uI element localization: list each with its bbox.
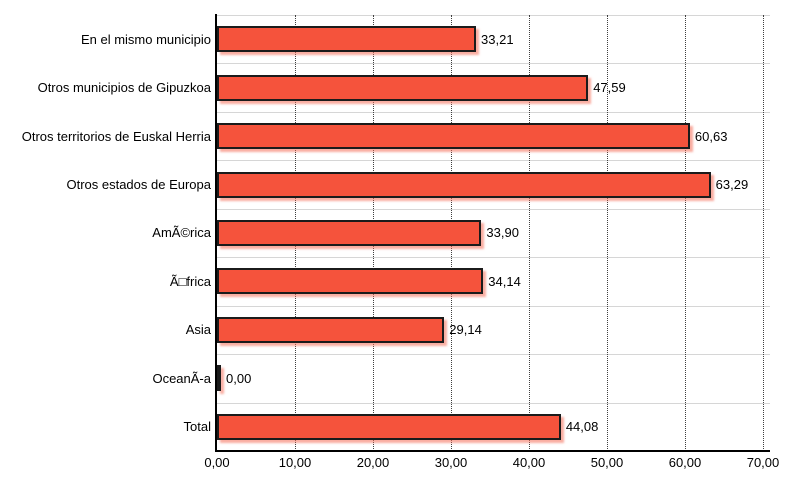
bar-value-label: 44,08 bbox=[565, 419, 599, 435]
category-label: En el mismo municipio bbox=[80, 31, 211, 47]
bar bbox=[217, 171, 711, 198]
bar bbox=[217, 268, 484, 295]
category-label: Otros territorios de Euskal Herria bbox=[21, 128, 211, 144]
x-tick-label: 50,00 bbox=[590, 455, 624, 470]
bar-row: Total 44,08 bbox=[0, 403, 800, 451]
horizontal-gridline bbox=[217, 15, 770, 16]
horizontal-gridline bbox=[217, 160, 770, 162]
category-label: AmÃ©rica bbox=[152, 225, 211, 241]
category-label: OceanÃ-a bbox=[152, 370, 211, 386]
x-tick-label: 40,00 bbox=[512, 455, 546, 470]
bar-track: 44,08 bbox=[217, 403, 770, 451]
horizontal-gridline bbox=[217, 257, 770, 259]
bar-track: 33,21 bbox=[217, 15, 770, 63]
horizontal-gridline bbox=[217, 354, 770, 356]
bar-value-label: 60,63 bbox=[694, 128, 728, 144]
bar bbox=[217, 123, 690, 150]
x-tick-label: 10,00 bbox=[278, 455, 312, 470]
bar-track: 34,14 bbox=[217, 257, 770, 305]
bar bbox=[217, 413, 561, 440]
vertical-gridline bbox=[529, 15, 530, 451]
bar-value-label: 34,14 bbox=[488, 273, 521, 289]
bar-track: 60,63 bbox=[217, 112, 770, 160]
bar-track: 63,29 bbox=[217, 160, 770, 208]
horizontal-gridline bbox=[217, 402, 770, 404]
bar bbox=[217, 74, 589, 101]
x-tick-label: 20,00 bbox=[356, 455, 390, 470]
bar-track: 0,00 bbox=[217, 354, 770, 402]
bar bbox=[217, 219, 482, 246]
horizontal-gridline bbox=[217, 63, 770, 65]
y-axis-line bbox=[215, 14, 217, 452]
bar-value-label: 0,00 bbox=[226, 370, 252, 386]
category-label: Asia bbox=[185, 322, 211, 338]
bar-row: Ã□frica 34,14 bbox=[0, 257, 800, 305]
vertical-gridline bbox=[607, 15, 608, 451]
bar-row: Otros municipios de Gipuzkoa 47,59 bbox=[0, 63, 800, 111]
bar-track: 47,59 bbox=[217, 63, 770, 111]
bar-row: OceanÃ-a 0,00 bbox=[0, 354, 800, 402]
x-tick-label: 30,00 bbox=[434, 455, 468, 470]
bar-value-label: 33,90 bbox=[486, 225, 519, 241]
bar-value-label: 29,14 bbox=[449, 322, 482, 338]
vertical-gridline bbox=[685, 15, 686, 451]
bar-row: AmÃ©rica 33,90 bbox=[0, 209, 800, 257]
bar-value-label: 63,29 bbox=[715, 177, 749, 193]
bar-track: 33,90 bbox=[217, 209, 770, 257]
category-label: Otros estados de Europa bbox=[66, 177, 211, 193]
bar-value-label: 33,21 bbox=[481, 31, 514, 47]
horizontal-gridline bbox=[217, 208, 770, 210]
x-axis-line bbox=[215, 450, 770, 452]
bar-row: En el mismo municipio 33,21 bbox=[0, 15, 800, 63]
category-label: Otros municipios de Gipuzkoa bbox=[37, 80, 211, 96]
bar-track: 29,14 bbox=[217, 306, 770, 354]
bar bbox=[217, 26, 477, 53]
bar-row: Otros estados de Europa 63,29 bbox=[0, 160, 800, 208]
horizontal-gridline bbox=[217, 305, 770, 307]
bar-rows: En el mismo municipio 33,21 Otros municipi… bbox=[0, 15, 800, 451]
bar bbox=[217, 316, 445, 343]
x-tick-label: 60,00 bbox=[668, 455, 702, 470]
bar bbox=[217, 365, 221, 392]
category-label: Ã□frica bbox=[169, 273, 211, 289]
x-tick-label: 70,00 bbox=[746, 455, 780, 470]
x-tick-label: 0,00 bbox=[204, 455, 230, 470]
bar-value-label: 47,59 bbox=[593, 80, 626, 96]
bar-row: Asia 29,14 bbox=[0, 306, 800, 354]
bar-row: Otros territorios de Euskal Herria 60,63 bbox=[0, 112, 800, 160]
category-label: Total bbox=[183, 419, 211, 435]
vertical-gridline bbox=[763, 15, 764, 451]
horizontal-gridline bbox=[217, 111, 770, 113]
